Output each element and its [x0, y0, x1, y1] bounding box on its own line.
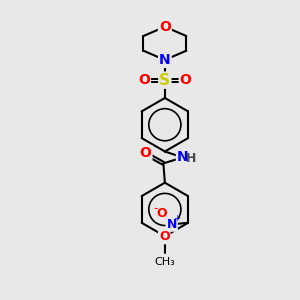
- Text: O: O: [180, 73, 192, 87]
- Text: O: O: [159, 20, 171, 34]
- Text: N: N: [167, 218, 177, 231]
- Text: N: N: [159, 53, 171, 67]
- Text: O: O: [159, 230, 169, 243]
- Text: S: S: [159, 73, 170, 88]
- Text: -: -: [154, 202, 158, 215]
- Text: H: H: [186, 152, 196, 165]
- Text: N: N: [177, 150, 188, 164]
- Text: CH₃: CH₃: [154, 257, 175, 267]
- Text: O: O: [156, 207, 166, 220]
- Text: O: O: [140, 146, 152, 160]
- Text: +: +: [173, 214, 180, 224]
- Text: O: O: [138, 73, 150, 87]
